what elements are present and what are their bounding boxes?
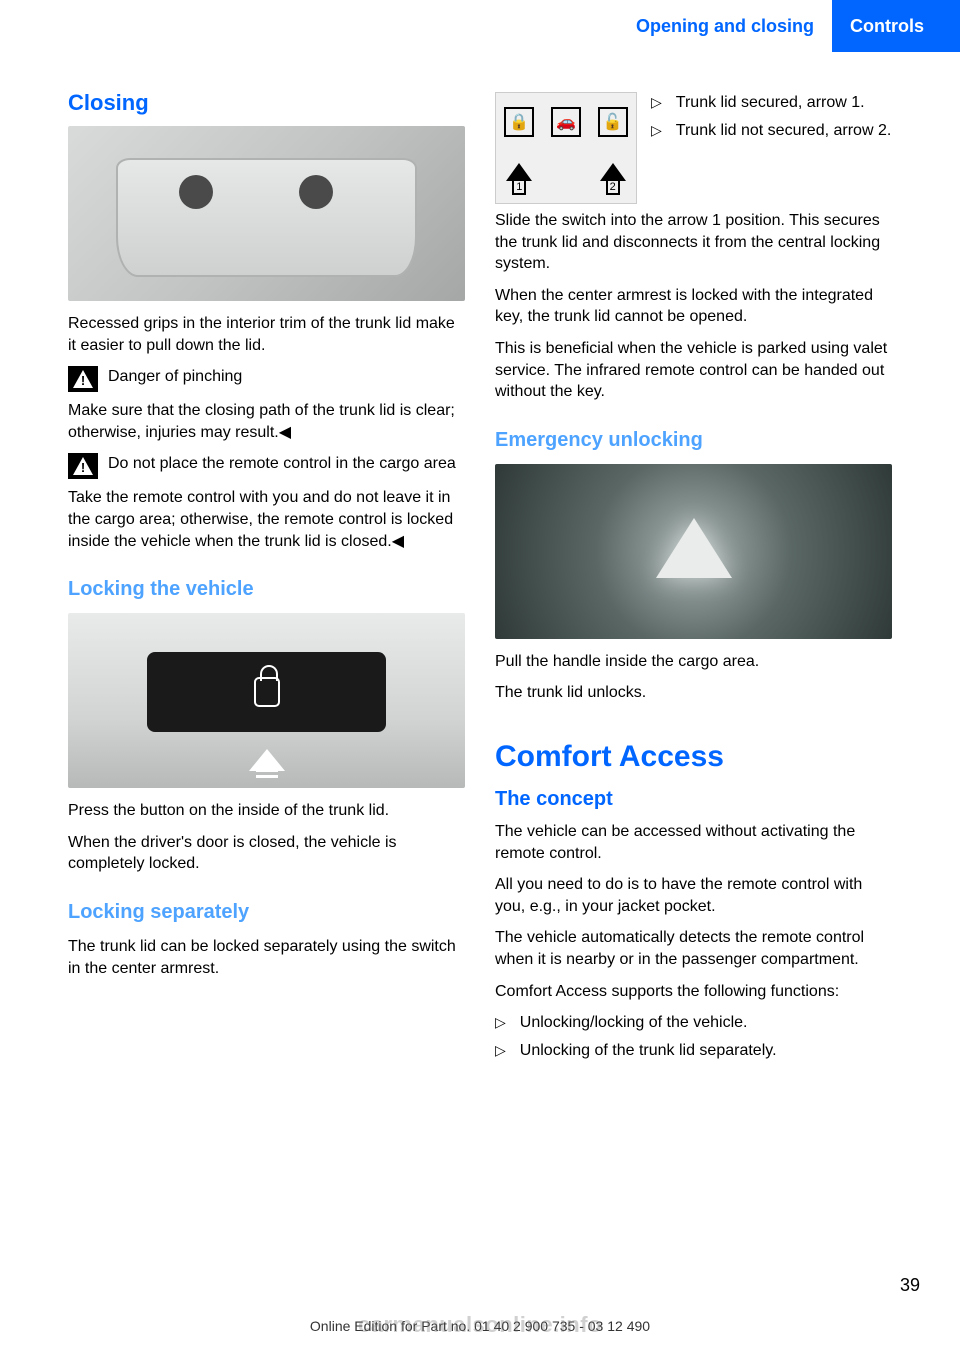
bullet-marker-icon: ▷ xyxy=(495,1040,506,1059)
emergency-p1: Pull the handle inside the cargo area. xyxy=(495,651,892,673)
locking-caption-2: When the driver's door is closed, the ve… xyxy=(68,832,465,875)
comfort-access-heading: Comfort Access xyxy=(495,740,892,774)
bullet-marker-icon: ▷ xyxy=(651,120,662,139)
left-column: Closing Recessed grips in the interior t… xyxy=(68,90,465,1302)
right-column: 🔒 🚗 🔓 1 2 ▷ xyxy=(495,90,892,1302)
list-item-text: Trunk lid secured, arrow 1. xyxy=(676,92,892,114)
locking-separately-heading: Locking separately xyxy=(68,901,465,924)
slide-switch-p1: Slide the switch into the arrow 1 positi… xyxy=(495,210,892,275)
concept-p1: The vehicle can be accessed without acti… xyxy=(495,821,892,864)
arrow-1: 1 xyxy=(504,163,534,195)
locking-heading: Locking the vehicle xyxy=(68,578,465,601)
warning-pinching-body: Make sure that the closing path of the t… xyxy=(68,400,465,443)
closing-caption: Recessed grips in the interior trim of t… xyxy=(68,313,465,356)
arrow-1-label: 1 xyxy=(512,181,526,195)
armrest-switch-figure: 🔒 🚗 🔓 1 2 xyxy=(495,92,637,204)
concept-p3: The vehicle automatically detects the re… xyxy=(495,927,892,970)
header-section-tab: Opening and closing xyxy=(618,0,832,52)
emergency-handle-image xyxy=(495,464,892,639)
inset-block: 🔒 🚗 🔓 1 2 ▷ xyxy=(495,92,892,210)
trunk-lid-image xyxy=(68,126,465,301)
list-item: ▷ Unlocking of the trunk lid separately. xyxy=(495,1040,892,1062)
concept-bullet-list: ▷ Unlocking/locking of the vehicle. ▷ Un… xyxy=(495,1012,892,1061)
warning-icon: ! xyxy=(68,366,98,392)
svg-text:!: ! xyxy=(81,373,85,388)
locking-caption-1: Press the button on the inside of the tr… xyxy=(68,800,465,822)
emergency-heading: Emergency unlocking xyxy=(495,429,892,452)
closing-heading: Closing xyxy=(68,90,465,116)
header-chapter-tab: Controls xyxy=(832,0,960,52)
slide-switch-p2: When the center armrest is locked with t… xyxy=(495,285,892,328)
warning-pinching: ! Danger of pinching xyxy=(68,366,465,392)
footer-text: Online Edition for Part no. 01 40 2 900 … xyxy=(0,1318,960,1334)
list-item-text: Trunk lid not secured, arrow 2. xyxy=(676,120,892,142)
list-item: ▷ Unlocking/locking of the vehicle. xyxy=(495,1012,892,1034)
list-item: ▷ Trunk lid not secured, arrow 2. xyxy=(651,120,892,142)
page-number: 39 xyxy=(900,1275,920,1296)
concept-p4: Comfort Access supports the following fu… xyxy=(495,981,892,1003)
lock-closed-icon: 🔒 xyxy=(504,107,534,137)
arrow-2-label: 2 xyxy=(606,181,620,195)
list-item: ▷ Trunk lid secured, arrow 1. xyxy=(651,92,892,114)
warning-pinching-title: Danger of pinching xyxy=(108,366,465,392)
list-item-text: Unlocking of the trunk lid separately. xyxy=(520,1040,892,1062)
warning-remote: ! Do not place the remote control in the… xyxy=(68,453,465,479)
lock-open-icon: 🔓 xyxy=(598,107,628,137)
locking-separately-body: The trunk lid can be locked separately u… xyxy=(68,936,465,979)
warning-remote-body: Take the remote control with you and do … xyxy=(68,487,465,552)
trunk-icon: 🚗 xyxy=(551,107,581,137)
bullet-marker-icon: ▷ xyxy=(495,1012,506,1031)
lock-button-image xyxy=(68,613,465,788)
warning-remote-title: Do not place the remote control in the c… xyxy=(108,453,465,479)
svg-text:!: ! xyxy=(81,460,85,475)
emergency-p2: The trunk lid unlocks. xyxy=(495,682,892,704)
warning-icon: ! xyxy=(68,453,98,479)
arrow-2: 2 xyxy=(598,163,628,195)
concept-p2: All you need to do is to have the remote… xyxy=(495,874,892,917)
slide-switch-p3: This is beneficial when the vehicle is p… xyxy=(495,338,892,403)
list-item-text: Unlocking/locking of the vehicle. xyxy=(520,1012,892,1034)
bullet-marker-icon: ▷ xyxy=(651,92,662,111)
page-header: Opening and closing Controls xyxy=(0,0,960,52)
concept-heading: The concept xyxy=(495,788,892,811)
page-content: Closing Recessed grips in the interior t… xyxy=(68,90,892,1302)
